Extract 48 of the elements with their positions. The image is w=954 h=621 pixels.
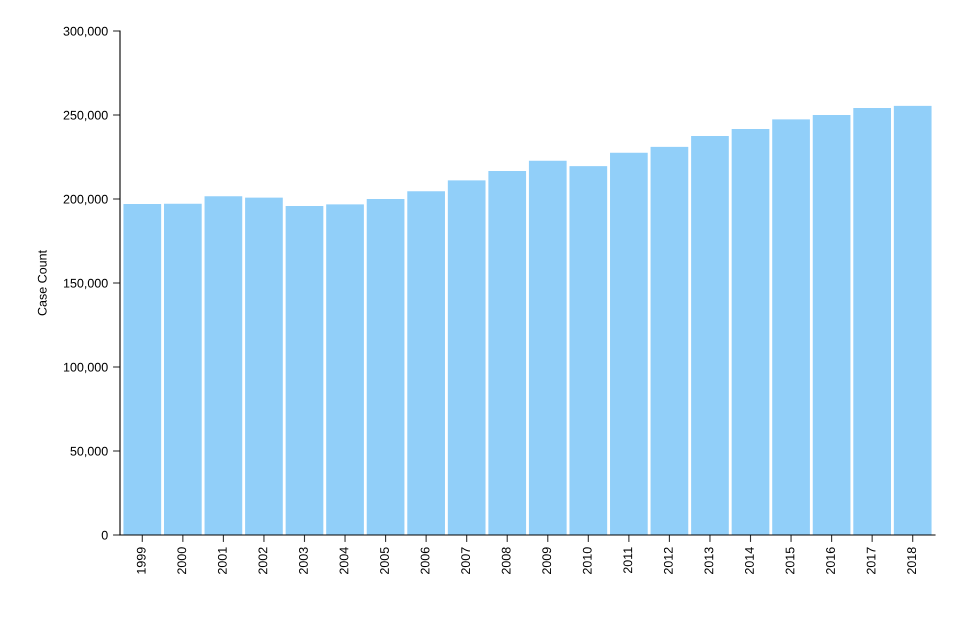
x-tick-label: 2014 (745, 547, 754, 574)
x-tick-label: 2004 (340, 547, 348, 574)
y-tick-label: 0 (102, 530, 108, 540)
y-tick-label: 150,000 (64, 278, 108, 290)
x-tick-label: 2002 (258, 547, 268, 574)
x-tick-label: 2000 (177, 547, 186, 574)
bar (691, 136, 729, 535)
bar (488, 170, 526, 535)
bar (407, 191, 445, 535)
bar (528, 160, 567, 535)
x-tick-label: 2006 (420, 547, 430, 574)
x-tick-label: 2005 (380, 547, 389, 574)
x-tick-label: 2018 (907, 547, 916, 574)
x-tick-label: 2017 (866, 547, 876, 574)
y-tick-label: 100,000 (64, 362, 108, 374)
bar (894, 106, 932, 535)
bar (812, 115, 850, 535)
bar (204, 196, 242, 535)
bar (164, 204, 202, 535)
x-tick-label: 2008 (502, 547, 511, 574)
y-tick-label: 250,000 (64, 110, 108, 122)
x-tick-label: 2010 (582, 547, 592, 574)
x-tick-label: 2012 (664, 547, 673, 574)
y-axis-title: Case Count (38, 250, 47, 316)
bar (853, 108, 892, 535)
y-tick-label: 50,000 (70, 446, 108, 458)
bar (286, 206, 324, 535)
x-tick-label: 2016 (826, 547, 835, 574)
bar (732, 128, 770, 535)
bar (245, 198, 283, 535)
bar (650, 146, 688, 535)
x-tick-label: 2009 (542, 547, 552, 574)
x-tick-label: 2015 (786, 547, 794, 574)
bar (772, 119, 810, 535)
x-tick-label: 2003 (298, 547, 308, 574)
x-tick-label: 2013 (704, 547, 714, 574)
x-tick-label: 2011 (623, 547, 632, 574)
bar (366, 199, 404, 535)
bar (569, 166, 608, 535)
bar (610, 152, 648, 535)
y-tick-label: 300,000 (63, 26, 108, 38)
y-tick-label: 200,000 (64, 194, 108, 206)
bar (448, 180, 486, 535)
x-tick-label: 2001 (218, 547, 227, 574)
x-tick-label: 1999 (136, 547, 146, 574)
bar (123, 204, 162, 535)
bar (326, 204, 364, 535)
x-tick-label: 2007 (461, 547, 470, 574)
